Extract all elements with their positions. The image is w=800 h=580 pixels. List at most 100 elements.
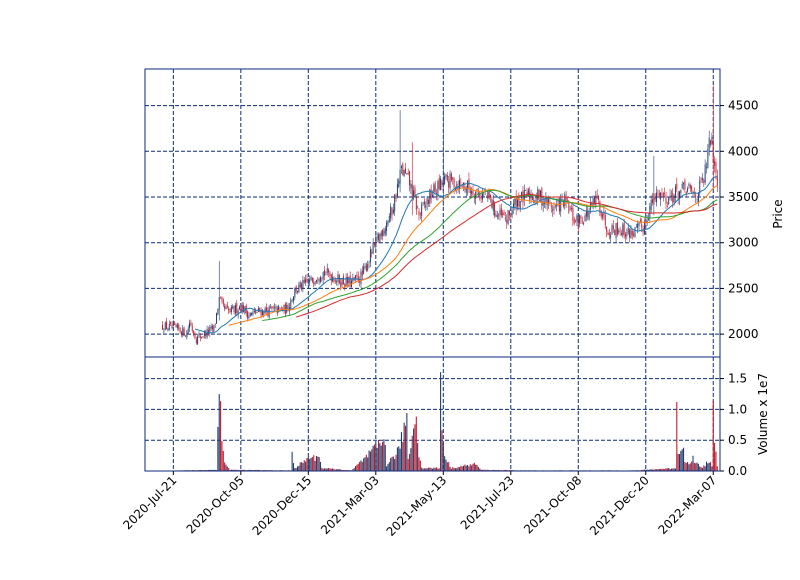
candle-body [510, 215, 511, 216]
candle-body [240, 307, 241, 310]
volume-bar [374, 444, 375, 471]
candle-body [659, 193, 660, 198]
candle-body [439, 178, 440, 189]
price-tick-label: 4000 [728, 144, 759, 158]
candle-body [441, 181, 442, 185]
candle-body [690, 185, 691, 188]
volume-bar [474, 463, 475, 471]
candle-body [706, 167, 707, 168]
candle-body [655, 197, 656, 200]
candle-body [477, 189, 478, 191]
candle-body [494, 203, 495, 216]
candle-body [682, 184, 683, 188]
candle-body [709, 138, 710, 150]
volume-bar [683, 448, 684, 471]
candle-body [486, 197, 487, 198]
x-tick-label: 2020-Dec-15 [250, 473, 315, 538]
candle-body [188, 329, 189, 334]
candle-body [454, 179, 455, 188]
volume-bar [391, 457, 392, 471]
candle-body [670, 195, 671, 196]
candle-body [302, 280, 303, 289]
candle-body [651, 200, 652, 210]
candle-body [537, 189, 538, 200]
volume-bar [369, 451, 370, 471]
candle-body [235, 305, 236, 314]
candle-body [601, 212, 602, 216]
candle-body [471, 191, 472, 194]
candle-body [170, 322, 171, 323]
volume-bar [682, 449, 683, 471]
candle-body [705, 164, 706, 182]
candle-body [182, 327, 183, 335]
candle-body [672, 193, 673, 203]
candle-body [582, 221, 583, 222]
volume-bar [293, 463, 294, 471]
candle-body [616, 223, 617, 238]
candle-body [281, 308, 282, 309]
volume-bar [385, 445, 386, 471]
volume-bar [364, 457, 365, 471]
candle-body [166, 321, 167, 329]
candle-body [688, 184, 689, 186]
volume-tick-label: 0.5 [728, 433, 747, 447]
volume-bar [227, 467, 228, 471]
volume-tick-label: 0.0 [728, 464, 747, 478]
candle-body [227, 306, 228, 307]
volume-bar [417, 443, 418, 471]
candle-body [489, 192, 490, 198]
candle-body [387, 221, 388, 225]
candle-body [517, 200, 518, 207]
candle-body [509, 211, 510, 215]
candle-body [394, 195, 395, 212]
candle-body [571, 208, 572, 209]
candle-body [597, 194, 598, 195]
candle-body [167, 329, 168, 331]
candle-body [593, 198, 594, 206]
candle-body [473, 191, 474, 196]
candle-body [437, 181, 438, 197]
candle-body [201, 337, 202, 338]
volume-bars [162, 372, 718, 471]
candle-body [402, 164, 403, 175]
candle-body [421, 205, 422, 216]
volume-bar [400, 449, 401, 471]
volume-bar [320, 462, 321, 471]
volume-axis-ticks: 0.00.51.01.5 [720, 372, 747, 478]
candle-body [365, 266, 366, 268]
volume-bar [447, 462, 448, 471]
volume-bar [300, 462, 301, 471]
volume-bar [450, 467, 451, 471]
candle-body [190, 322, 191, 325]
candle-body [226, 307, 227, 309]
candle-body [178, 325, 179, 329]
candle-body [575, 221, 576, 222]
candle-body [446, 174, 447, 176]
volume-bar [377, 448, 378, 471]
volume-bar [690, 463, 691, 471]
candle-body [581, 216, 582, 218]
volume-bar [359, 462, 360, 471]
candle-body [633, 234, 634, 236]
candle-body [713, 140, 714, 162]
candle-body [177, 325, 178, 328]
volume-bar [398, 446, 399, 471]
candle-body [567, 200, 568, 201]
x-tick-label: 2021-Dec-20 [587, 473, 652, 538]
candle-body [383, 231, 384, 236]
candle-body [398, 180, 399, 187]
candle-body [320, 277, 321, 281]
candle-body [309, 280, 310, 283]
volume-bar [362, 462, 363, 471]
candle-body [702, 178, 703, 180]
candle-body [490, 195, 491, 198]
volume-bar [464, 465, 465, 471]
candle-body [424, 201, 425, 204]
candle-body [286, 305, 287, 312]
candle-body [248, 316, 249, 318]
candle-body [397, 184, 398, 197]
volume-bar [697, 463, 698, 471]
candle-body [396, 195, 397, 199]
candle-body [451, 174, 452, 180]
